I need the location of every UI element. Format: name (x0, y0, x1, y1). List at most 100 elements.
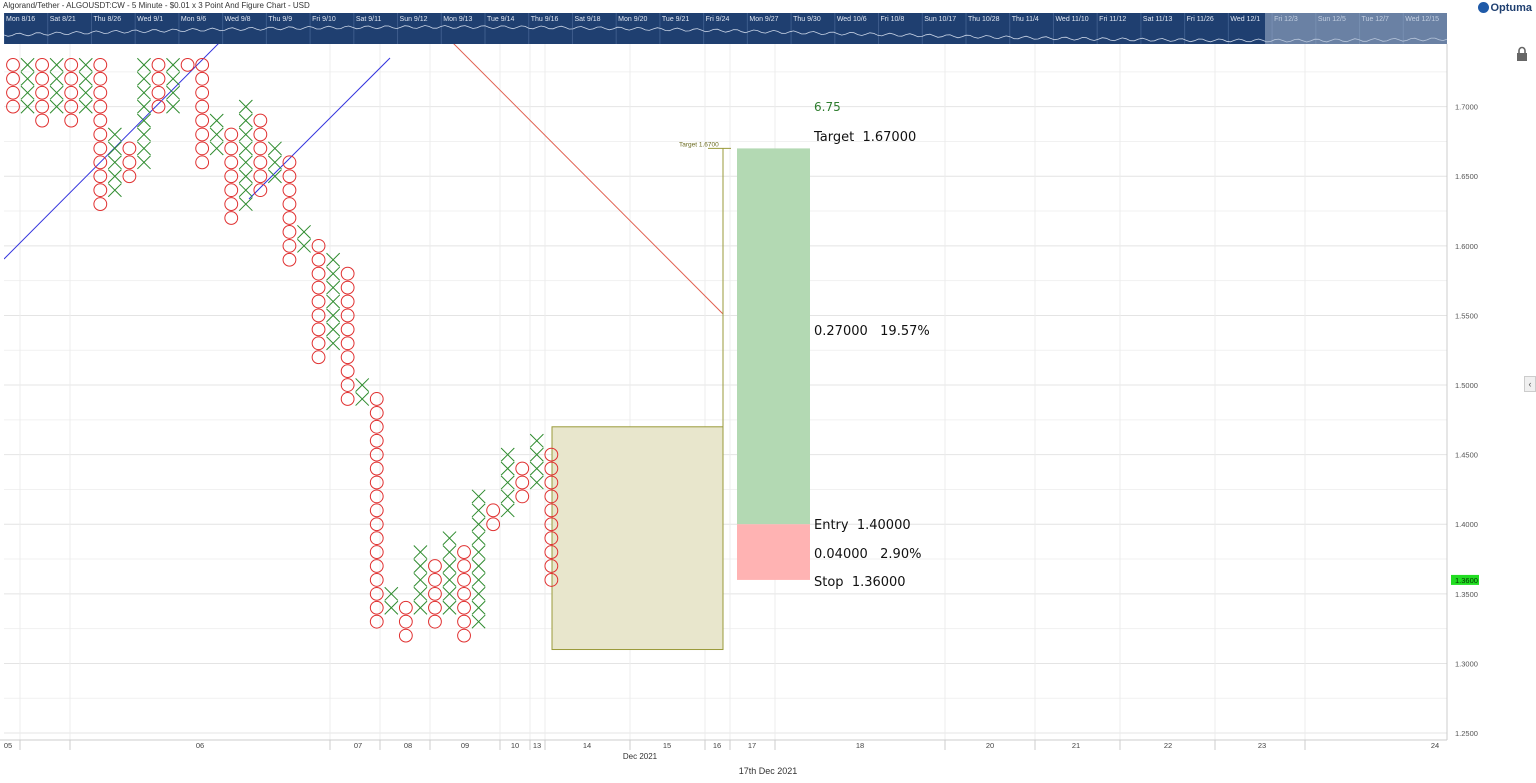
navigator-date-label: Sat 9/18 (574, 16, 600, 23)
o-mark (486, 517, 501, 532)
x-mark (355, 378, 370, 392)
x-mark (500, 461, 515, 476)
collapse-panel-button[interactable]: ‹ (1524, 376, 1536, 392)
x-mark (471, 572, 486, 587)
overview-navigator[interactable]: Mon 8/16 Sat 8/21 Thu 8/26 Wed 9/1 Mon 9/6 We… (4, 13, 1447, 44)
x-mark (529, 447, 544, 462)
x-tick-label: 22 (1164, 741, 1172, 750)
x-mark (166, 57, 181, 72)
o-mark (369, 517, 384, 532)
o-mark (282, 183, 297, 198)
x-tick-label: 14 (583, 741, 591, 750)
o-mark (93, 113, 108, 128)
navigator-date-label: Wed 9/1 (137, 16, 163, 23)
navigator-date-label: Thu 9/16 (531, 16, 559, 23)
navigator-date-label: Thu 11/4 (1012, 16, 1039, 23)
o-mark (340, 392, 355, 406)
o-mark (457, 559, 471, 573)
o-mark (64, 85, 79, 100)
o-mark (369, 503, 384, 518)
o-mark (93, 57, 108, 72)
navigator-date-label: Mon 9/13 (443, 16, 472, 23)
x-mark (471, 517, 486, 532)
x-mark (136, 85, 151, 100)
trendline-red (453, 44, 724, 315)
x-mark (442, 600, 457, 615)
x-mark (136, 71, 151, 86)
x-tick-label: 10 (511, 741, 519, 750)
o-mark (457, 545, 471, 559)
o-mark (369, 600, 384, 615)
x-mark (413, 586, 428, 601)
x-mark (267, 141, 282, 156)
o-mark (311, 322, 326, 337)
o-mark (311, 252, 326, 267)
x-tick-label: 15 (663, 741, 671, 750)
o-mark (93, 99, 108, 114)
o-mark (369, 461, 384, 476)
navigator-date-label: Sun 9/12 (400, 16, 428, 23)
navigator-date-label: Fri 9/10 (312, 16, 336, 23)
stop-label: Stop 1.36000 (814, 575, 906, 590)
x-mark (471, 559, 486, 573)
reward-label: 0.27000 19.57% (814, 324, 930, 339)
x-mark (78, 71, 93, 86)
navigator-date-label: Thu 9/9 (268, 16, 292, 23)
x-mark (136, 155, 151, 170)
o-mark (340, 280, 355, 295)
x-mark (471, 614, 486, 629)
o-mark (369, 586, 384, 601)
o-mark (282, 155, 297, 170)
navigator-date-label: Fri 10/8 (881, 16, 905, 23)
x-mark (49, 57, 64, 72)
o-mark (224, 155, 239, 170)
o-mark (369, 419, 384, 434)
navigator-date-label: Wed 9/8 (225, 16, 251, 23)
o-mark (398, 628, 413, 643)
o-mark (282, 211, 297, 225)
x-mark (78, 57, 93, 72)
o-mark (457, 600, 471, 615)
o-mark (369, 545, 384, 559)
x-mark (107, 155, 122, 170)
o-mark (515, 475, 530, 490)
o-mark (340, 336, 355, 351)
o-mark (195, 57, 210, 72)
y-tick-label: 1.4000 (1455, 520, 1478, 529)
o-mark (151, 99, 166, 114)
x-mark (136, 141, 151, 156)
reward-risk-ratio: 6.75 (814, 100, 841, 114)
x-mark (136, 113, 151, 128)
x-mark (297, 224, 311, 239)
o-mark (369, 559, 384, 573)
navigator-svg: Mon 8/16 Sat 8/21 Thu 8/26 Wed 9/1 Mon 9/6 We… (4, 13, 1447, 44)
o-mark (340, 378, 355, 392)
lock-icon[interactable] (1515, 46, 1529, 62)
o-mark (93, 127, 108, 142)
logo-mark-icon (1478, 2, 1490, 13)
x-mark (238, 197, 253, 212)
o-mark (253, 113, 268, 128)
o-mark (35, 113, 49, 128)
o-mark (151, 71, 166, 86)
o-mark (253, 183, 268, 198)
o-mark (282, 169, 297, 184)
o-mark (311, 308, 326, 323)
x-tick-label: 20 (986, 741, 994, 750)
x-mark (297, 238, 311, 253)
o-mark (369, 475, 384, 490)
navigator-date-label: Tue 9/21 (662, 16, 689, 23)
x-mark (442, 545, 457, 560)
o-mark (428, 559, 442, 573)
navigator-price-line (4, 25, 1447, 43)
x-mark (326, 322, 341, 337)
o-mark (93, 183, 108, 198)
x-mark (238, 113, 253, 128)
x-mark (136, 57, 151, 72)
x-mark (136, 99, 151, 114)
o-mark (398, 600, 413, 615)
x-mark (166, 71, 181, 86)
o-mark (35, 99, 49, 114)
logo-text: Optuma (1490, 2, 1532, 14)
